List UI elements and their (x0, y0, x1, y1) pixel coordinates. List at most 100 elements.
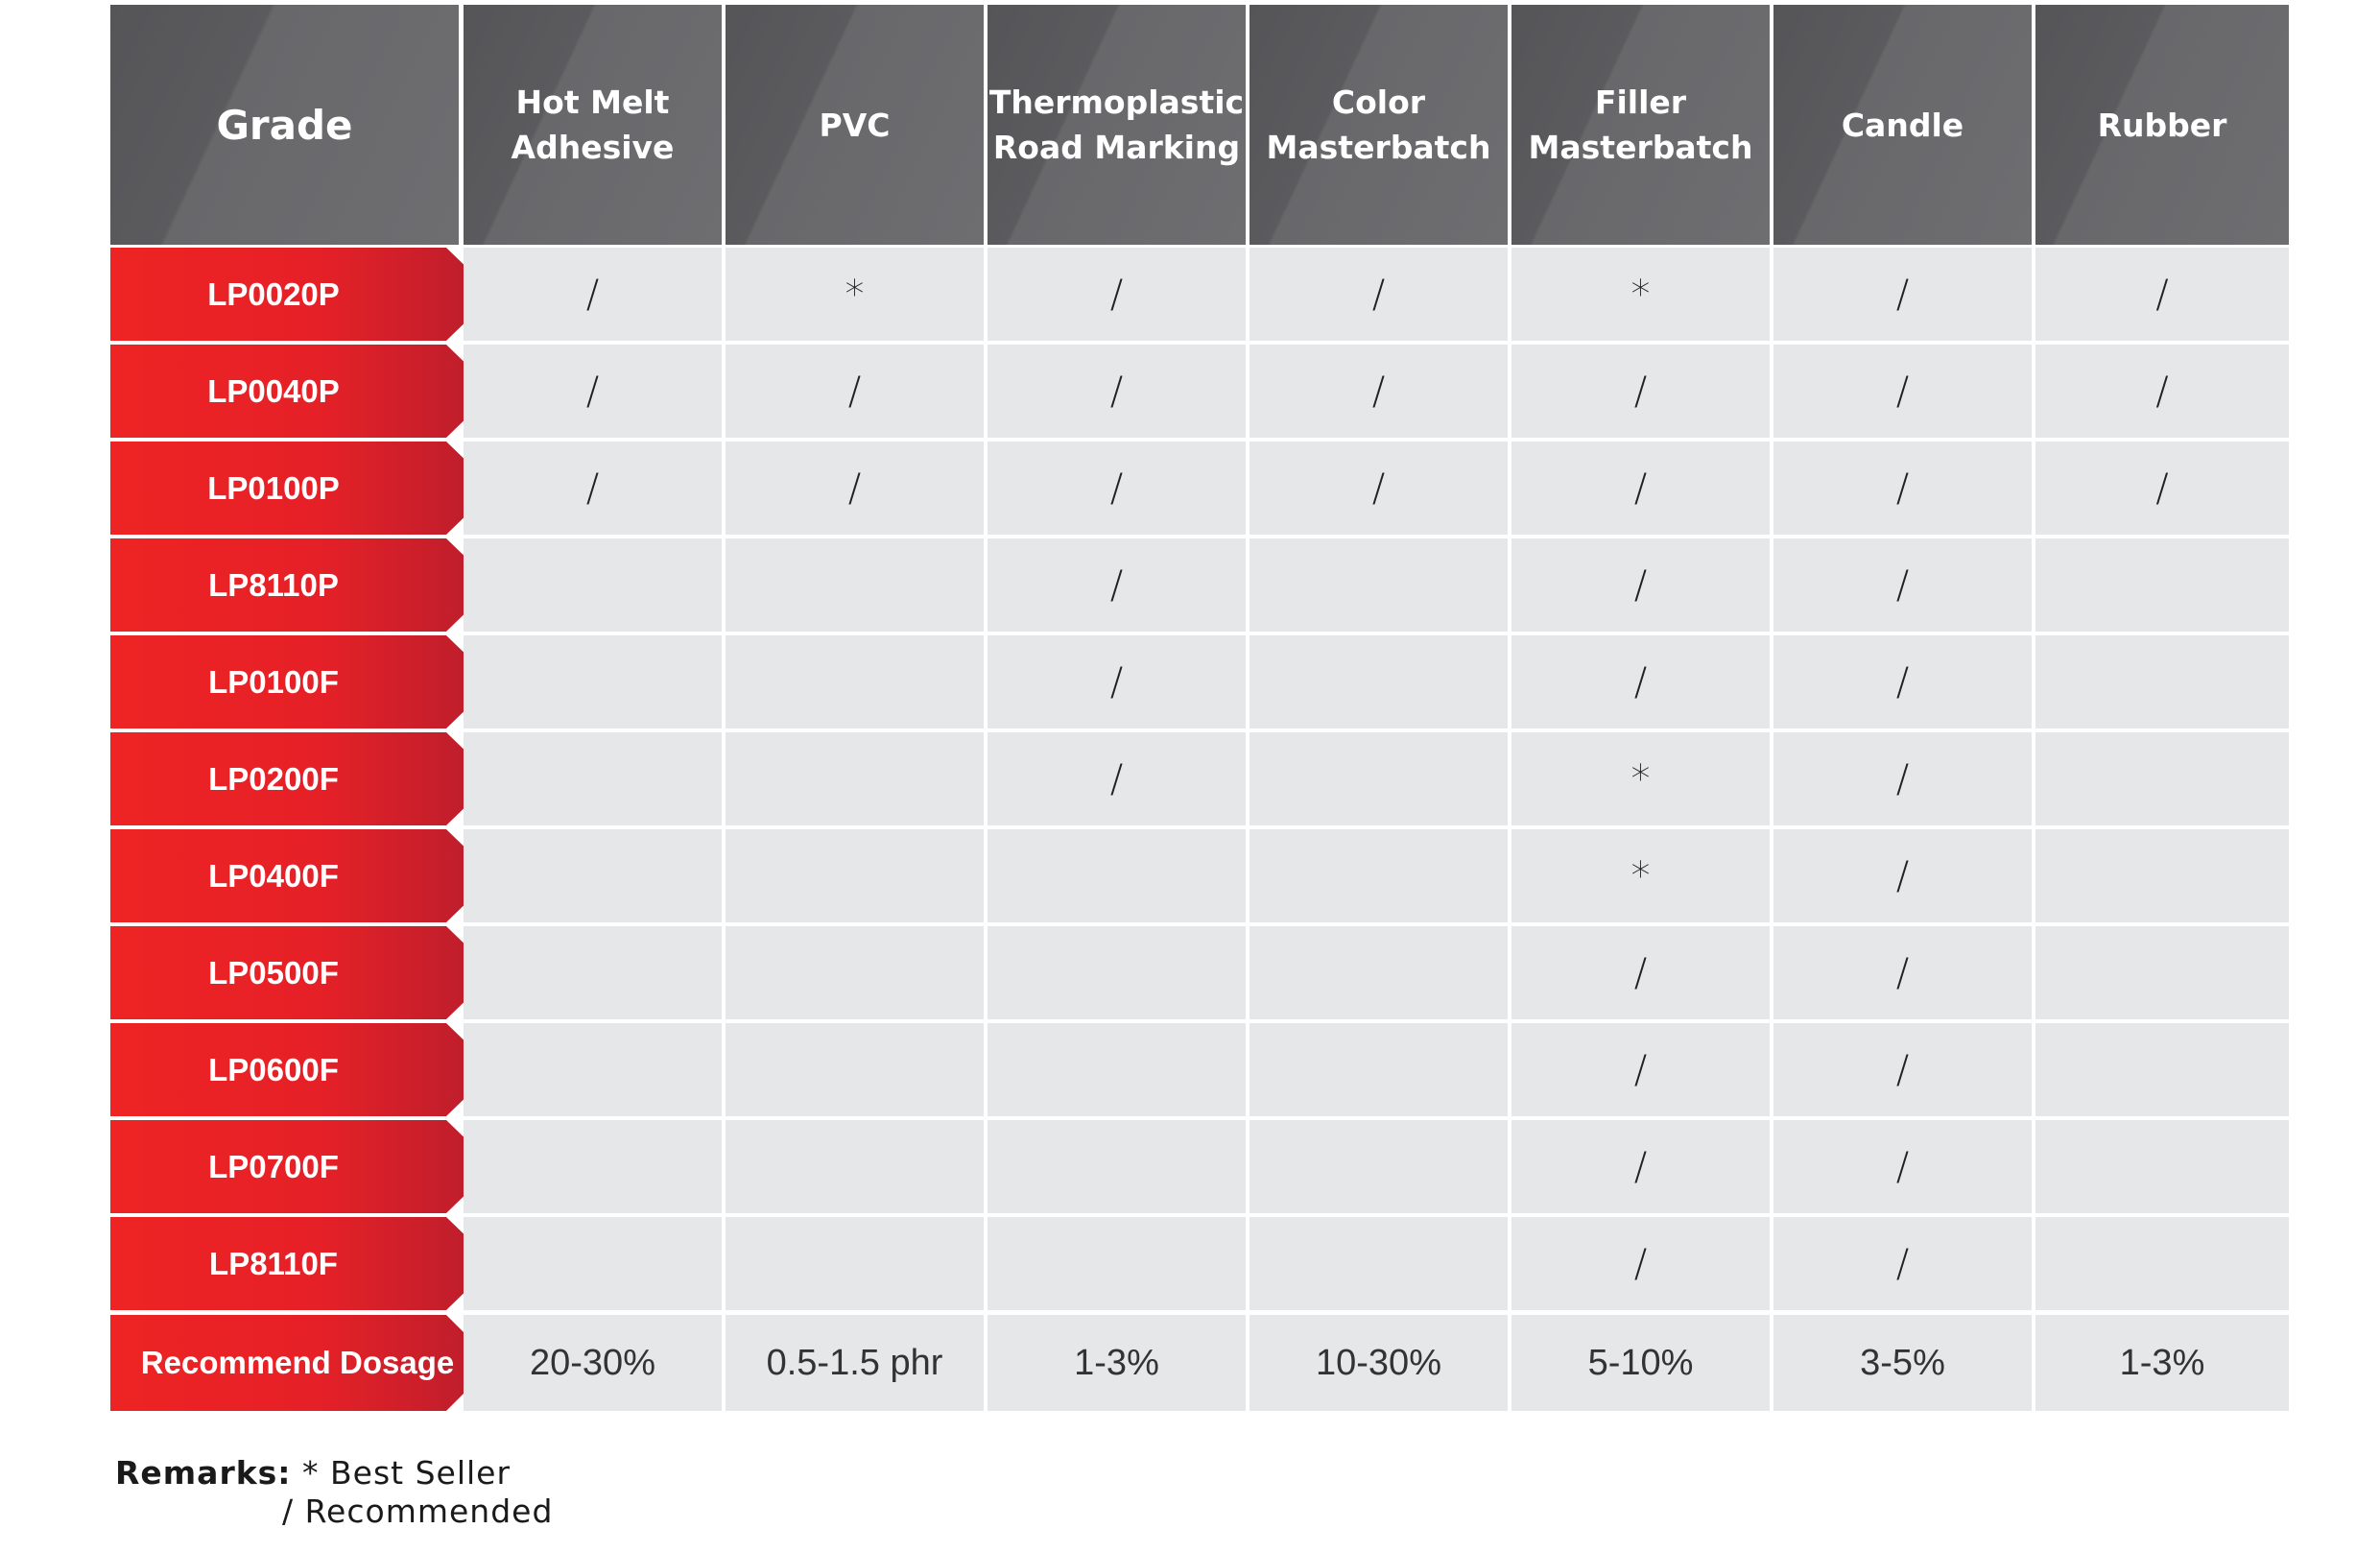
table-cell (464, 1023, 722, 1116)
grade-label: LP0020P (110, 248, 494, 341)
grade-label: LP8110F (110, 1217, 494, 1310)
table-cell (726, 926, 984, 1019)
grade-label: LP0200F (110, 732, 494, 825)
table-cell: / (726, 345, 984, 438)
column-header-label: Adhesive (511, 129, 675, 166)
table-cell (2035, 635, 2289, 728)
table-cell: / (988, 345, 1246, 438)
column-header: Candle (1773, 5, 2032, 245)
grade-label: LP0700F (110, 1120, 494, 1213)
remarks-recommended: / Recommended (282, 1492, 554, 1530)
table-cell (464, 1120, 722, 1213)
table-cell (988, 1120, 1246, 1213)
header-grade: Grade (110, 5, 459, 245)
table-cell (2035, 538, 2289, 632)
table-cell: / (988, 635, 1246, 728)
table-cell: / (2035, 442, 2289, 535)
column-header: Filler Masterbatch (1511, 5, 1770, 245)
table-cell (464, 538, 722, 632)
column-header-label: Rubber (2097, 106, 2227, 144)
grade-name: LP0100F (208, 663, 339, 700)
column-header: Hot Melt Adhesive (464, 5, 722, 245)
table-cell (726, 1217, 984, 1310)
grade-name: LP8110P (208, 566, 339, 603)
table-cell (726, 635, 984, 728)
column-header-label: PVC (819, 106, 891, 144)
table-cell: * (1511, 829, 1770, 922)
table-cell: / (1773, 829, 2032, 922)
table-cell (2035, 1023, 2289, 1116)
table-cell: / (1773, 538, 2032, 632)
column-header-label: Masterbatch (1528, 129, 1753, 166)
remarks-label: Remarks: (115, 1454, 292, 1492)
table-cell (1250, 635, 1508, 728)
grade-name: LP0600F (208, 1051, 339, 1087)
grade-name: LP0020P (207, 275, 340, 312)
column-header-label: Color (1331, 84, 1426, 121)
table-cell: / (988, 442, 1246, 535)
table-cell: / (988, 538, 1246, 632)
table-cell (988, 926, 1246, 1019)
column-header: Color Masterbatch (1250, 5, 1508, 245)
column-header-label: Filler (1594, 84, 1687, 121)
table-cell (2035, 926, 2289, 1019)
grade-name: LP8110F (209, 1245, 338, 1281)
table-cell (1250, 1217, 1508, 1310)
grade-name: LP0200F (208, 760, 339, 797)
table-cell: / (1511, 538, 1770, 632)
table-cell (1250, 538, 1508, 632)
table-cell (1250, 926, 1508, 1019)
table-cell: * (1511, 732, 1770, 825)
column-header: PVC (726, 5, 984, 245)
grade-label: LP8110P (110, 538, 494, 632)
table-cell (726, 829, 984, 922)
table-cell (988, 1217, 1246, 1310)
table-cell (2035, 732, 2289, 825)
column-header: Rubber (2035, 5, 2289, 245)
table-cell: / (464, 345, 722, 438)
grade-label: LP0400F (110, 829, 494, 922)
dosage-label: Recommend Dosage (140, 1345, 455, 1380)
table-cell (1250, 829, 1508, 922)
table-cell: / (1773, 926, 2032, 1019)
grade-label: LP0040P (110, 345, 494, 438)
compatibility-table: Grade Hot Melt Adhesive PVC Thermoplastic Roa… (110, 5, 2289, 1411)
header-grade-label: Grade (216, 101, 353, 149)
table-cell: / (1773, 635, 2032, 728)
dosage-cell: 1-3% (2035, 1315, 2289, 1411)
table-cell: / (2035, 345, 2289, 438)
table-cell (464, 635, 722, 728)
table-cell (726, 732, 984, 825)
table-cell: / (988, 732, 1246, 825)
table-cell (1250, 732, 1508, 825)
table-cell: / (1511, 1120, 1770, 1213)
table-cell: / (1773, 1120, 2032, 1213)
remarks-best-seller: * Best Seller (302, 1454, 512, 1492)
table-cell (726, 538, 984, 632)
table-cell: / (2035, 248, 2289, 341)
grade-name: LP0400F (208, 857, 339, 894)
table-cell (464, 829, 722, 922)
dosage-cell: 20-30% (464, 1315, 722, 1411)
table-cell: * (726, 248, 984, 341)
grade-name: LP0040P (207, 372, 340, 409)
table-cell: / (1511, 1023, 1770, 1116)
table-cell: / (1773, 1217, 2032, 1310)
table-cell (726, 1120, 984, 1213)
grade-label: LP0600F (110, 1023, 494, 1116)
table-cell (464, 732, 722, 825)
column-header-label: Road Marking (992, 129, 1241, 166)
column-header-label: Thermoplastic (988, 84, 1245, 121)
table-cell: / (1511, 926, 1770, 1019)
grade-label: LP0100F (110, 635, 494, 728)
column-header-label: Masterbatch (1266, 129, 1491, 166)
table-cell: / (1511, 635, 1770, 728)
table-cell: / (1511, 345, 1770, 438)
table-cell (464, 926, 722, 1019)
table-cell (2035, 1217, 2289, 1310)
table-cell: / (464, 248, 722, 341)
table-cell: / (726, 442, 984, 535)
table-cell: / (1773, 345, 2032, 438)
table-cell: / (1511, 1217, 1770, 1310)
table-cell (726, 1023, 984, 1116)
